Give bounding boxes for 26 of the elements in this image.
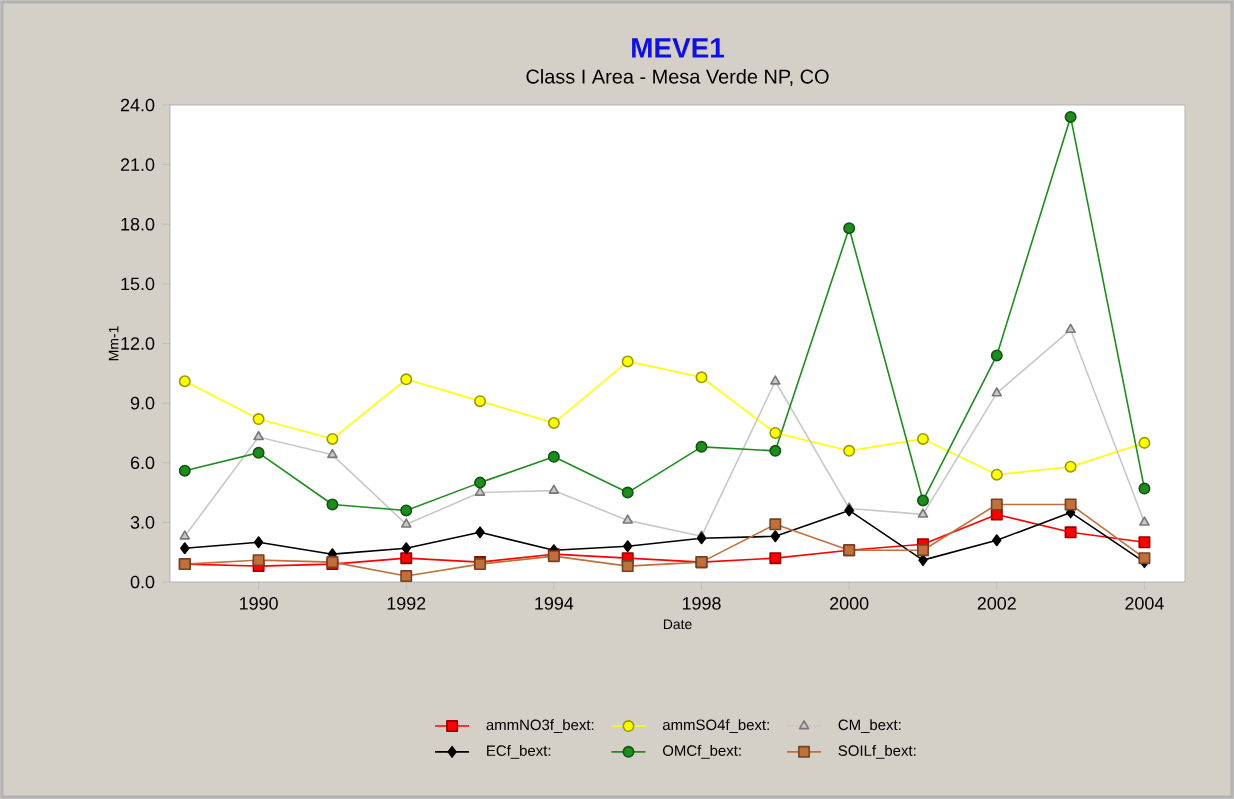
legend-label: ECf_bext:: [487, 744, 551, 759]
x-tick-label: 1994: [535, 597, 574, 610]
x-axis-title: Date: [663, 619, 692, 630]
y-tick-label: 6.0: [130, 456, 155, 470]
y-tick-label: 21.0: [120, 158, 155, 171]
x-tick-label: 1998: [682, 597, 721, 610]
legend-label: CM_bext:: [838, 719, 901, 733]
x-tick-label: 2002: [977, 597, 1016, 610]
legend-label: ammNO3f_bext:: [486, 719, 594, 733]
x-tick-label: 1992: [387, 597, 426, 610]
x-tick-label: 1990: [240, 597, 278, 610]
y-tick-label: 3.0: [130, 516, 155, 529]
legend-label: OMCf_bext:: [663, 744, 741, 759]
chart-title: MEVE1: [632, 38, 725, 58]
x-tick-label: 2004: [1125, 597, 1164, 610]
y-tick-label: 18.0: [121, 217, 155, 231]
x-tick-label: 2000: [830, 597, 869, 610]
legend-label: ammSO4f_bext:: [662, 719, 769, 733]
chart-subtitle: Class I Area - Mesa Verde NP, CO: [526, 69, 829, 87]
y-tick-label: 0.0: [130, 575, 155, 589]
y-axis-title: Mm-1: [108, 326, 119, 361]
legend-label: SOILf_bext:: [838, 744, 916, 759]
y-tick-label: 9.0: [130, 396, 155, 410]
y-tick-label: 12.0: [121, 337, 155, 350]
y-tick-label: 24.0: [120, 98, 155, 112]
y-tick-label: 15.0: [121, 277, 155, 291]
